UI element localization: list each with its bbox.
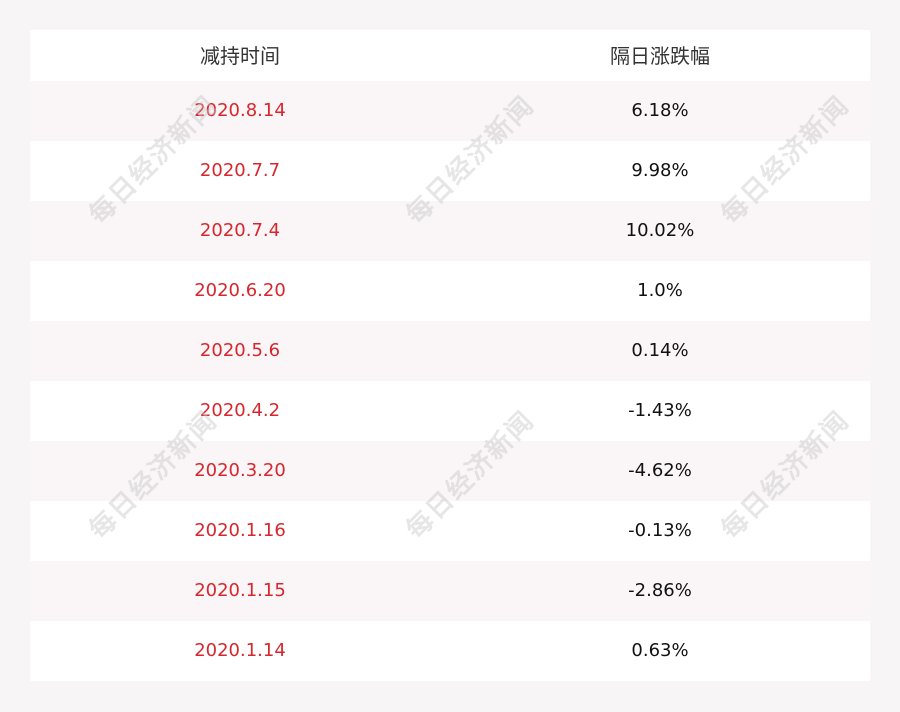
row-change: 10.02% [625,220,695,241]
row-change: -2.86% [628,580,692,601]
data-table: 减持时间 隔日涨跌幅 2020.8.14 6.18% 2020.7.7 9.98… [30,30,870,681]
table-header-row: 减持时间 隔日涨跌幅 [30,30,870,81]
row-date: 2020.1.15 [194,580,286,601]
row-date: 2020.3.20 [194,460,286,481]
row-date: 2020.7.4 [199,220,281,241]
table-row: 2020.8.14 6.18% [30,81,870,141]
row-date: 2020.1.16 [194,520,286,541]
table-row: 2020.6.20 1.0% [30,261,870,321]
header-change: 隔日涨跌幅 [610,43,710,68]
row-date: 2020.8.14 [194,100,286,121]
row-date: 2020.6.20 [194,280,286,301]
table-row: 2020.5.6 0.14% [30,321,870,381]
row-date: 2020.5.6 [199,340,281,361]
row-change: 1.0% [637,280,683,301]
table-row: 2020.1.16 -0.13% [30,501,870,561]
table-row: 2020.7.7 9.98% [30,141,870,201]
row-change: 9.98% [631,160,689,181]
row-change: 0.63% [631,640,689,661]
table-row: 2020.1.15 -2.86% [30,561,870,621]
table-row: 2020.1.14 0.63% [30,621,870,681]
row-change: -1.43% [628,400,692,421]
table-row: 2020.4.2 -1.43% [30,381,870,441]
row-change: 6.18% [631,100,689,121]
table-row: 2020.3.20 -4.62% [30,441,870,501]
table-row: 2020.7.4 10.02% [30,201,870,261]
row-date: 2020.7.7 [199,160,281,181]
row-change: -0.13% [628,520,692,541]
row-date: 2020.4.2 [199,400,281,421]
header-date: 减持时间 [200,43,280,68]
row-date: 2020.1.14 [194,640,286,661]
row-change: -4.62% [628,460,692,481]
row-change: 0.14% [631,340,689,361]
